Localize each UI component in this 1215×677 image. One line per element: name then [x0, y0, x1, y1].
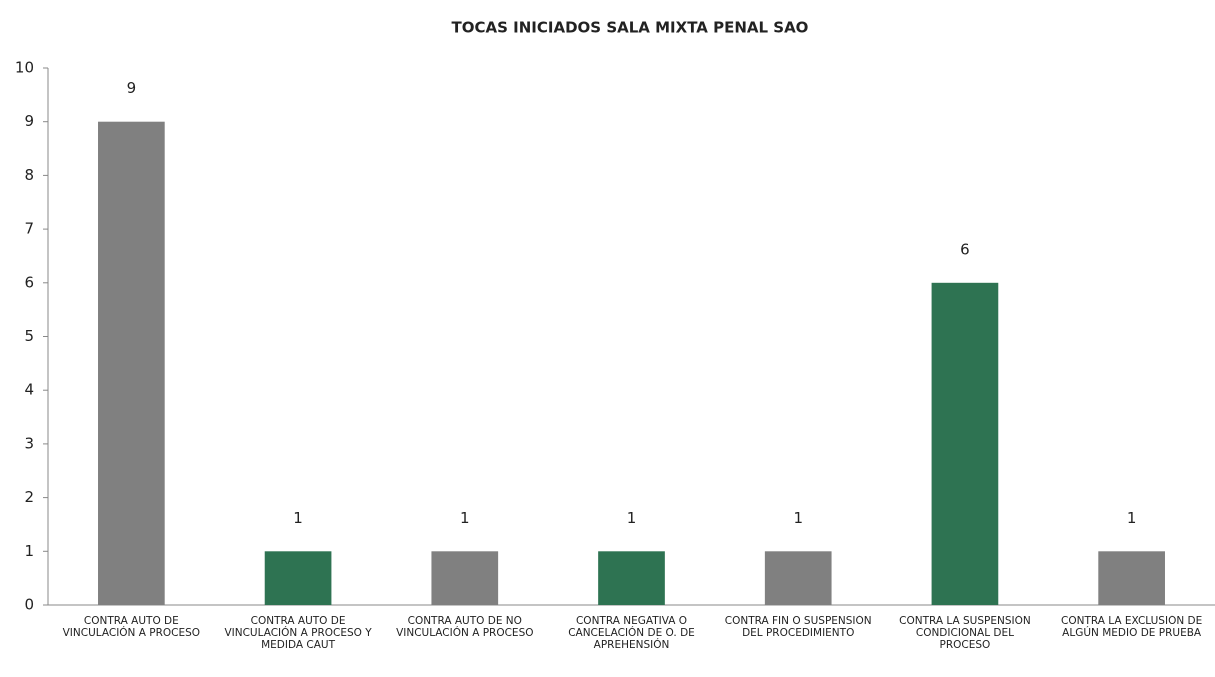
x-tick-label-box: CONTRA AUTO DE VINCULACIÓN A PROCESO — [62, 615, 201, 639]
data-label: 9 — [127, 79, 137, 97]
y-tick-label: 4 — [24, 381, 34, 399]
x-tick-label-box: CONTRA AUTO DE VINCULACIÓN A PROCESO Y M… — [224, 615, 372, 651]
bar — [931, 282, 999, 605]
bar — [1098, 551, 1165, 605]
data-label: 1 — [627, 509, 637, 527]
y-tick-label: 8 — [24, 166, 34, 184]
y-tick-label: 7 — [24, 220, 34, 238]
bar — [764, 551, 832, 605]
x-tick-label: CONTRA FIN O SUSPENSIÓN DEL PROCEDIMIENT… — [724, 615, 872, 639]
data-label: 1 — [1127, 509, 1137, 527]
y-tick-label: 1 — [24, 542, 34, 560]
bar — [598, 551, 665, 605]
data-label: 1 — [793, 509, 803, 527]
y-tick-label: 2 — [24, 488, 34, 506]
y-tick-label: 3 — [24, 434, 34, 452]
bar — [264, 551, 332, 605]
x-tick-label-box: CONTRA NEGATIVA O CANCELACIÓN DE O. DE A… — [568, 615, 695, 651]
data-label: 6 — [960, 240, 970, 258]
bar — [98, 121, 165, 605]
chart-title: TOCAS INICIADOS SALA MIXTA PENAL SAO — [452, 19, 809, 37]
x-tick-label: CONTRA LA SUSPENSIÓN CONDICIONAL DEL PRO… — [899, 615, 1031, 651]
bar — [431, 551, 499, 605]
x-tick-label: CONTRA LA EXCLUSIÓN DE ALGÚN MEDIO DE PR… — [1061, 615, 1203, 639]
y-tick-label: 5 — [24, 327, 34, 345]
x-tick-label: CONTRA AUTO DE VINCULACIÓN A PROCESO — [62, 615, 201, 639]
y-tick-label: 0 — [24, 596, 34, 614]
y-tick-label: 9 — [24, 112, 34, 130]
x-tick-label-box: CONTRA FIN O SUSPENSIÓN DEL PROCEDIMIENT… — [724, 615, 872, 639]
data-label: 1 — [293, 509, 303, 527]
y-tick-label: 6 — [24, 273, 34, 291]
y-tick-label: 10 — [15, 59, 34, 77]
x-tick-label: CONTRA AUTO DE NO VINCULACIÓN A PROCESO — [396, 615, 534, 639]
x-tick-label-box: CONTRA LA SUSPENSIÓN CONDICIONAL DEL PRO… — [899, 615, 1031, 651]
data-label: 1 — [460, 509, 470, 527]
x-tick-label: CONTRA NEGATIVA O CANCELACIÓN DE O. DE A… — [568, 615, 695, 651]
x-tick-label: CONTRA AUTO DE VINCULACIÓN A PROCESO Y M… — [224, 615, 372, 651]
x-tick-label-box: CONTRA LA EXCLUSIÓN DE ALGÚN MEDIO DE PR… — [1061, 615, 1203, 639]
x-tick-label-box: CONTRA AUTO DE NO VINCULACIÓN A PROCESO — [396, 615, 534, 639]
